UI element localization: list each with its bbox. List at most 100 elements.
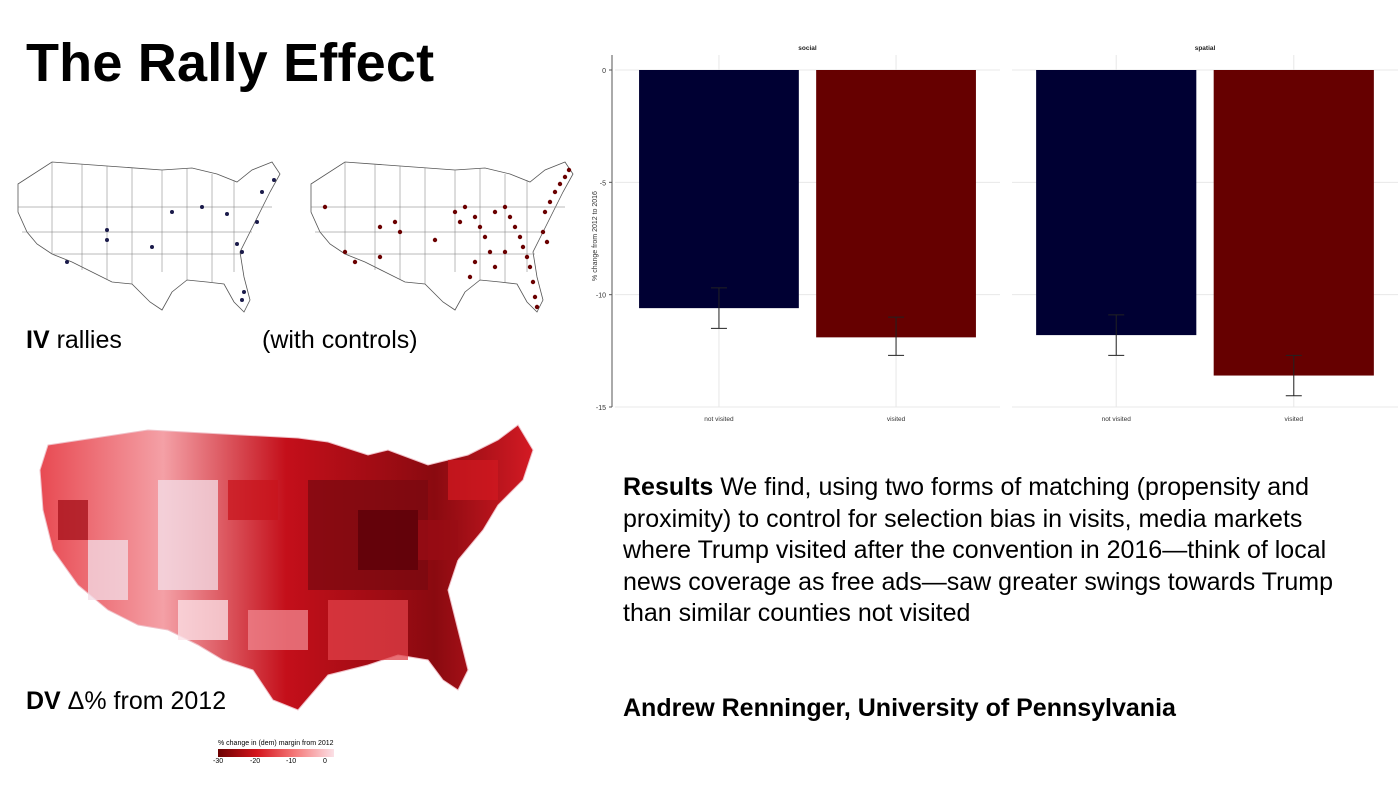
dv-caption: DV Δ% from 2012 xyxy=(26,687,227,715)
county-texture xyxy=(58,460,498,660)
y-axis-label: % change from 2012 to 2016 xyxy=(592,191,599,281)
county-patch xyxy=(58,500,88,540)
rally-dot xyxy=(170,210,174,214)
control-dot xyxy=(342,249,348,255)
bar xyxy=(639,70,799,309)
state-lines xyxy=(18,162,272,284)
control-dot xyxy=(452,209,458,215)
control-dot xyxy=(377,224,383,230)
rally-dot xyxy=(235,242,239,246)
us-outline xyxy=(310,161,574,313)
results-paragraph: Results We find, using two forms of matc… xyxy=(623,473,1334,627)
control-dot xyxy=(512,224,518,230)
legend-ticks: -30 -20 -10 0 xyxy=(210,757,340,767)
control-dot xyxy=(377,254,383,260)
county-patch xyxy=(228,480,278,520)
control-dot xyxy=(520,244,526,250)
controls-map xyxy=(310,161,574,313)
x-tick-label: visited xyxy=(1285,416,1304,423)
control-dot xyxy=(487,249,493,255)
rally-dot xyxy=(255,220,259,224)
control-dot xyxy=(492,264,498,270)
control-dot xyxy=(527,264,533,270)
x-tick-label: not visited xyxy=(1102,416,1132,423)
control-dot xyxy=(557,181,563,187)
control-dot xyxy=(532,294,538,300)
county-patch xyxy=(358,510,418,570)
rally-dots xyxy=(65,178,276,302)
control-dot xyxy=(322,204,328,210)
control-dot xyxy=(467,274,473,280)
y-tick-label: -15 xyxy=(596,405,606,412)
rally-dot xyxy=(260,190,264,194)
legend-tick: -10 xyxy=(286,758,297,765)
rally-dot xyxy=(200,205,204,209)
rally-dot xyxy=(65,260,69,264)
legend-tick: 0 xyxy=(323,758,327,765)
author-credit: Andrew Renninger, University of Pennsylv… xyxy=(623,694,1176,722)
control-dot xyxy=(482,234,488,240)
control-dot xyxy=(472,214,478,220)
control-dot xyxy=(392,219,398,225)
control-dot xyxy=(517,234,523,240)
rally-dot xyxy=(225,212,229,216)
county-patch xyxy=(158,480,218,590)
y-tick-label: -5 xyxy=(600,180,606,187)
county-patch xyxy=(178,600,228,640)
control-dot xyxy=(534,304,540,310)
control-dot xyxy=(397,229,403,235)
iv-caption: IV rallies xyxy=(26,326,122,354)
bar xyxy=(1213,70,1374,376)
control-dot xyxy=(544,239,550,245)
x-tick-label: not visited xyxy=(704,416,734,423)
bar xyxy=(1036,70,1197,336)
legend-tick: -20 xyxy=(250,758,261,765)
legend-title: % change in (dem) margin from 2012 xyxy=(218,740,334,747)
control-dot xyxy=(530,279,536,285)
county-patch xyxy=(248,610,308,650)
y-tick-label: 0 xyxy=(602,68,606,75)
county-patch xyxy=(328,600,408,660)
bar xyxy=(816,70,976,338)
control-dot xyxy=(542,209,548,215)
control-dot xyxy=(507,214,513,220)
rally-dot xyxy=(105,238,109,242)
county-patch xyxy=(448,460,498,500)
rallies-map xyxy=(17,161,281,313)
y-tick-label: -10 xyxy=(596,293,606,300)
controls-caption: (with controls) xyxy=(262,326,418,354)
rally-dot xyxy=(240,298,244,302)
control-dot xyxy=(552,189,558,195)
control-dot xyxy=(540,229,546,235)
control-dot xyxy=(547,199,553,205)
control-dot xyxy=(524,254,530,260)
slide-title: The Rally Effect xyxy=(26,33,435,93)
control-dot xyxy=(492,209,498,215)
control-dot xyxy=(472,259,478,265)
county-patch xyxy=(88,540,128,600)
control-dots xyxy=(322,167,572,310)
legend-tick: -30 xyxy=(213,758,224,765)
legend-gradient xyxy=(218,749,334,757)
bar-chart: 0 -5 -10 -15 % change from 2012 to 2016 socia… xyxy=(592,45,1398,423)
panel-title: social xyxy=(798,45,817,52)
control-dot xyxy=(562,174,568,180)
control-dot xyxy=(502,249,508,255)
color-legend: % change in (dem) margin from 2012 -30 -… xyxy=(210,740,370,767)
rally-dot xyxy=(105,228,109,232)
rally-dot xyxy=(150,245,154,249)
us-outline xyxy=(17,161,281,313)
control-dot xyxy=(502,204,508,210)
dv-choropleth-map xyxy=(39,424,534,711)
control-dot xyxy=(566,167,572,173)
control-dot xyxy=(462,204,468,210)
x-tick-label: visited xyxy=(887,416,906,423)
control-dot xyxy=(457,219,463,225)
rally-dot xyxy=(242,290,246,294)
county-patch xyxy=(418,520,458,560)
control-dot xyxy=(352,259,358,265)
state-lines xyxy=(311,162,565,284)
panel-title: spatial xyxy=(1195,45,1216,52)
rally-dot xyxy=(240,250,244,254)
rally-dot xyxy=(272,178,276,182)
